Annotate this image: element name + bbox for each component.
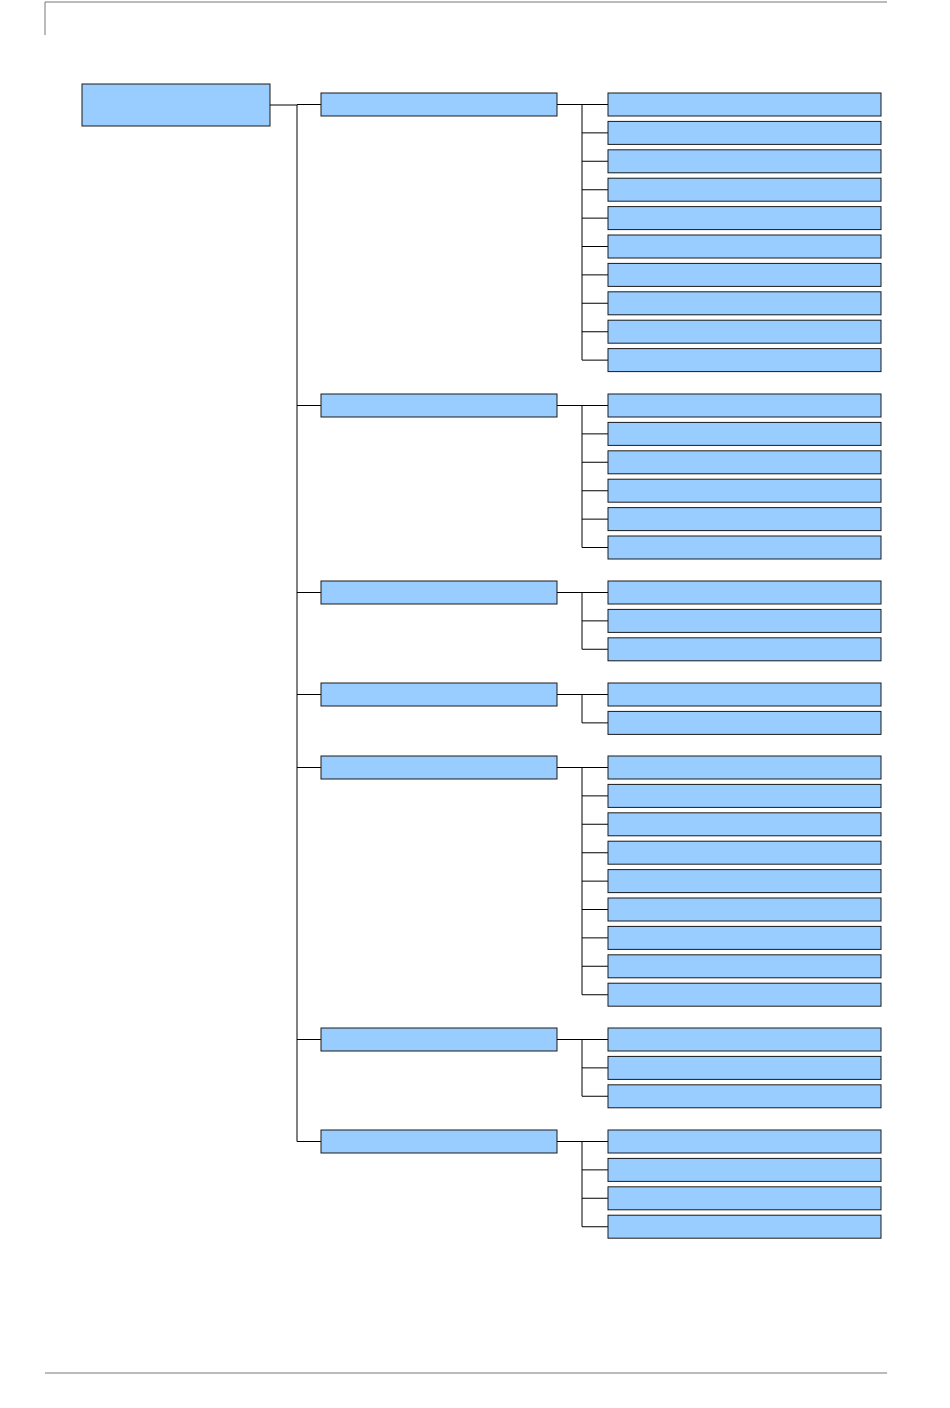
leaf-box xyxy=(607,234,882,259)
leaf-box xyxy=(607,177,882,202)
leaf-box xyxy=(607,291,882,316)
branch-box xyxy=(320,1027,558,1052)
leaf-box xyxy=(607,925,882,950)
leaf-box xyxy=(607,92,882,117)
branch-box xyxy=(320,682,558,707)
branch-box xyxy=(320,1129,558,1154)
leaf-box xyxy=(607,608,882,633)
leaf-box xyxy=(607,840,882,865)
leaf-box xyxy=(607,262,882,287)
leaf-box xyxy=(607,682,882,707)
branch-box xyxy=(320,92,558,117)
leaf-box xyxy=(607,1129,882,1154)
leaf-box xyxy=(607,982,882,1007)
root-box xyxy=(81,83,271,127)
leaf-box xyxy=(607,478,882,503)
leaf-box xyxy=(607,393,882,418)
leaf-box xyxy=(607,1084,882,1109)
leaf-box xyxy=(607,869,882,894)
leaf-box xyxy=(607,783,882,808)
leaf-box xyxy=(607,450,882,475)
leaf-box xyxy=(607,1027,882,1052)
leaf-box xyxy=(607,1186,882,1211)
leaf-box xyxy=(607,954,882,979)
branch-box xyxy=(320,755,558,780)
branch-box xyxy=(320,393,558,418)
leaf-box xyxy=(607,535,882,560)
leaf-box xyxy=(607,507,882,532)
leaf-box xyxy=(607,637,882,662)
leaf-box xyxy=(607,206,882,231)
leaf-box xyxy=(607,149,882,174)
leaf-box xyxy=(607,710,882,735)
leaf-box xyxy=(607,1214,882,1239)
leaf-box xyxy=(607,812,882,837)
leaf-box xyxy=(607,348,882,373)
leaf-box xyxy=(607,1157,882,1182)
leaf-box xyxy=(607,755,882,780)
leaf-box xyxy=(607,580,882,605)
leaf-box xyxy=(607,421,882,446)
leaf-box xyxy=(607,319,882,344)
leaf-box xyxy=(607,897,882,922)
branch-box xyxy=(320,580,558,605)
leaf-box xyxy=(607,1055,882,1080)
leaf-box xyxy=(607,120,882,145)
